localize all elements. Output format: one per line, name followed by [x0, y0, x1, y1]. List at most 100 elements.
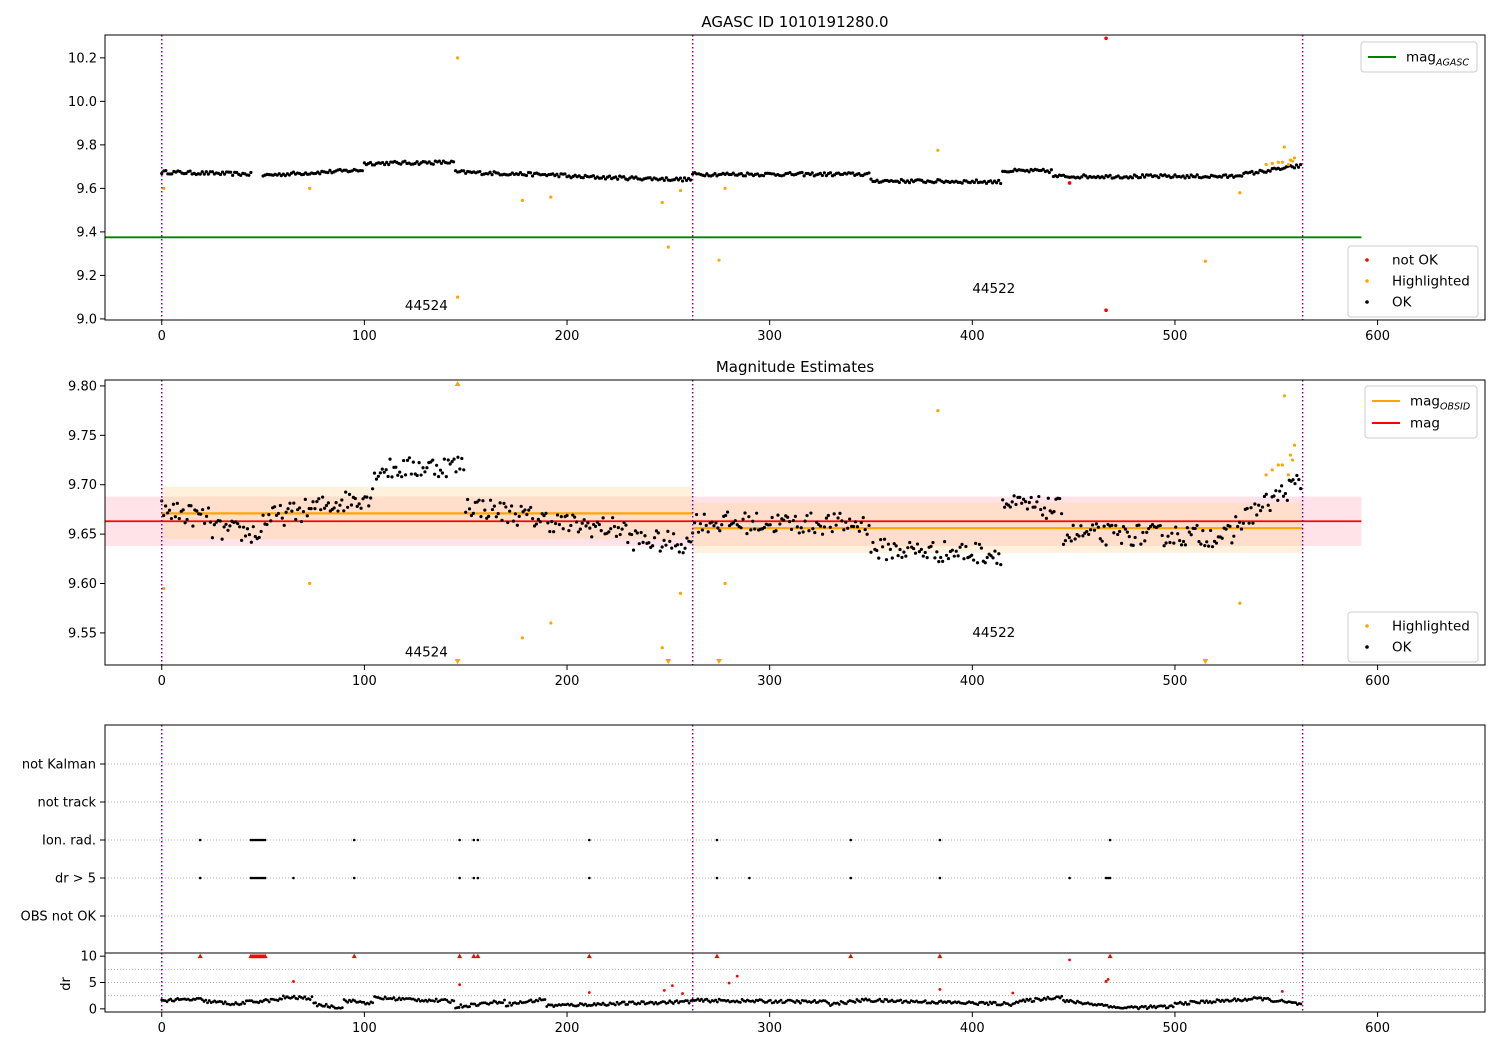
- ok-point: [597, 522, 601, 527]
- highlighted-point: [1280, 463, 1284, 467]
- ok-point: [1065, 533, 1069, 537]
- ok-point: [280, 516, 284, 520]
- ok-point: [622, 175, 626, 179]
- legend-mag-label: mag: [1410, 416, 1440, 432]
- ok-point: [956, 554, 960, 558]
- ok-point: [958, 545, 962, 549]
- flag-point: [198, 838, 202, 842]
- dr-ok-point: [779, 998, 783, 1002]
- dr-clipped-marker: [475, 953, 481, 959]
- ok-point: [164, 168, 168, 173]
- ok-point: [1237, 520, 1242, 524]
- highlighted-point: [723, 581, 727, 586]
- flag-point: [255, 838, 259, 842]
- ok-point: [696, 530, 701, 534]
- ok-point: [1092, 528, 1097, 532]
- ok-point: [191, 524, 195, 528]
- x-tick-label: 300: [757, 1021, 782, 1036]
- ok-point: [614, 534, 619, 538]
- ok-point: [488, 498, 493, 502]
- ok-point: [202, 172, 206, 176]
- ok-point: [933, 556, 937, 560]
- flag-point: [257, 876, 261, 880]
- ok-point: [793, 514, 797, 518]
- ok-point: [832, 512, 836, 516]
- ok-point: [390, 475, 394, 479]
- ok-point: [807, 529, 811, 533]
- ok-point: [999, 563, 1003, 567]
- dr-ok-point: [396, 998, 399, 1002]
- dr-ok-point: [1062, 998, 1065, 1002]
- ok-point: [336, 509, 340, 513]
- dr-ok-point: [445, 998, 449, 1002]
- ok-point: [813, 531, 817, 535]
- ok-point: [822, 171, 826, 175]
- ok-point: [204, 170, 208, 174]
- flag-point: [1108, 876, 1112, 880]
- ok-point: [241, 525, 246, 529]
- ok-point: [236, 522, 240, 526]
- ok-point: [1102, 524, 1106, 528]
- ok-point: [1262, 494, 1267, 499]
- ok-point: [229, 170, 233, 174]
- ok-point: [433, 472, 437, 476]
- ok-point: [908, 540, 912, 545]
- ok-point: [582, 518, 586, 522]
- legend-agasc-label: magAGASC: [1406, 50, 1469, 69]
- dr-ok-point: [844, 1002, 848, 1006]
- highlighted-point: [1264, 473, 1268, 477]
- ok-point: [634, 175, 638, 179]
- ok-point: [912, 546, 916, 551]
- legend-mag-label: magOBSID: [1410, 394, 1470, 413]
- ok-point: [685, 536, 689, 540]
- ok-point: [402, 458, 406, 463]
- highlighted-point: [723, 186, 727, 190]
- flag-point: [1106, 876, 1110, 880]
- ok-point: [960, 542, 964, 546]
- flag-point: [1108, 838, 1112, 842]
- ok-point: [1039, 507, 1043, 512]
- ok-point: [360, 169, 364, 173]
- highlighted-point: [549, 621, 553, 625]
- ok-point: [265, 522, 269, 527]
- ok-point: [921, 554, 925, 558]
- dr-ok-point: [501, 1001, 505, 1005]
- ok-point: [1234, 515, 1238, 519]
- legend-box: [1360, 41, 1478, 73]
- ok-point: [203, 521, 207, 525]
- ok-point: [492, 504, 496, 508]
- dr-ok-point: [165, 1000, 169, 1004]
- ok-point: [291, 170, 296, 174]
- dr-ok-point: [577, 1004, 580, 1007]
- dr-ok-point: [1063, 1000, 1067, 1004]
- ok-point: [469, 513, 474, 518]
- ok-point: [1193, 526, 1197, 531]
- ok-point: [1119, 541, 1124, 545]
- ok-point: [607, 174, 612, 178]
- dr-ok-point: [591, 1003, 594, 1007]
- flag-point: [849, 876, 853, 880]
- ok-point: [552, 530, 556, 534]
- ok-point: [384, 468, 388, 472]
- ok-point: [618, 532, 622, 537]
- ok-point: [820, 173, 824, 178]
- ok-point: [801, 530, 805, 534]
- ok-point: [183, 521, 187, 525]
- ok-point: [1116, 532, 1120, 537]
- ok-point: [1197, 539, 1201, 544]
- ok-point: [204, 514, 209, 518]
- legend-box: [1347, 245, 1479, 318]
- ok-point: [531, 517, 535, 521]
- ok-point: [567, 529, 571, 533]
- x-tick-label: 0: [158, 1021, 166, 1036]
- ok-point: [513, 512, 518, 516]
- ok-point: [1044, 516, 1049, 520]
- dr-ok-point: [813, 999, 816, 1002]
- ok-point: [675, 543, 680, 547]
- ok-point: [1255, 513, 1259, 517]
- ok-point: [466, 497, 470, 502]
- ok-point: [278, 503, 282, 508]
- flag-category-label: Ion. rad.: [42, 834, 96, 849]
- ok-point: [580, 521, 584, 525]
- flag-point: [257, 838, 261, 842]
